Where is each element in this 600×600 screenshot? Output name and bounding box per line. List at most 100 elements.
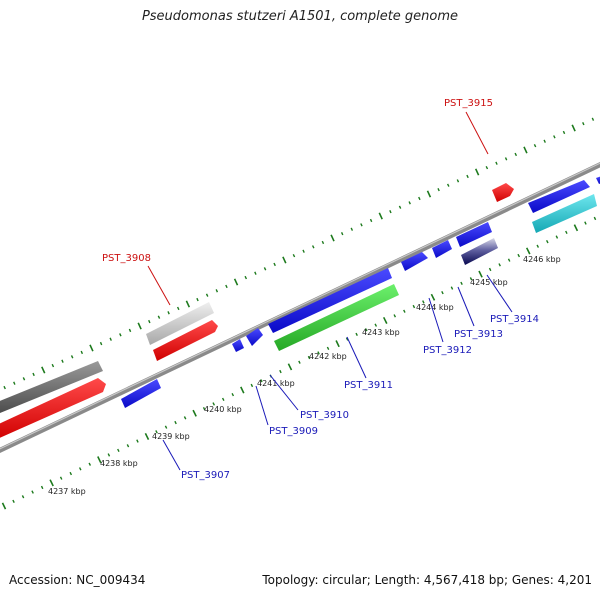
minor-tick: [117, 448, 120, 453]
minor-tick: [13, 381, 16, 385]
gene-red[interactable]: [492, 183, 514, 202]
gene-blue[interactable]: [268, 268, 392, 333]
minor-tick: [364, 328, 368, 332]
gene-cyan[interactable]: [532, 194, 597, 233]
scale-label: 4239 kbp: [152, 432, 190, 441]
genome-summary: Topology: circular; Length: 4,567,418 bp…: [262, 573, 592, 587]
minor-tick: [584, 221, 587, 225]
minor-tick: [260, 379, 263, 383]
minor-tick: [422, 300, 425, 304]
major-tick: [330, 234, 335, 242]
scale-label: 4240 kbp: [204, 405, 242, 414]
gene-blue[interactable]: [121, 379, 161, 408]
major-tick: [185, 300, 191, 308]
minor-tick: [263, 267, 267, 271]
minor-tick: [403, 309, 406, 313]
inner-tick-track: [1, 216, 597, 510]
gene-blue[interactable]: [246, 328, 263, 346]
scale-label: 4243 kbp: [362, 328, 400, 337]
minor-tick: [456, 179, 460, 183]
minor-tick: [498, 263, 501, 267]
minor-tick: [450, 286, 454, 290]
minor-tick: [119, 333, 122, 337]
gene-label-pst-3908[interactable]: PST_3908: [102, 253, 151, 264]
map-title: Pseudomonas stutzeri A1501, complete gen…: [141, 9, 459, 24]
gene-blue[interactable]: [596, 176, 600, 184]
minor-tick: [565, 230, 568, 235]
minor-tick: [31, 490, 34, 494]
gene-label-pst-3912[interactable]: PST_3912: [423, 345, 472, 356]
minor-tick: [321, 240, 325, 245]
minor-tick: [215, 289, 219, 293]
minor-tick: [517, 253, 521, 258]
minor-tick: [61, 359, 64, 363]
minor-tick: [393, 314, 397, 318]
major-tick: [287, 363, 293, 371]
minor-tick: [164, 425, 168, 429]
major-tick: [426, 190, 432, 198]
minor-tick: [202, 406, 206, 411]
genome-backbone: [0, 161, 600, 454]
leader-line: [255, 385, 269, 426]
gene-label-pst-3913[interactable]: PST_3913: [454, 329, 503, 340]
major-tick: [478, 270, 483, 278]
minor-tick: [412, 304, 416, 309]
gene-green[interactable]: [274, 284, 399, 351]
major-tick: [192, 409, 197, 417]
minor-tick: [109, 337, 112, 341]
minor-tick: [51, 363, 55, 368]
minor-tick: [22, 377, 26, 381]
minor-tick: [292, 253, 296, 258]
gene-blue[interactable]: [401, 252, 428, 271]
minor-tick: [136, 439, 139, 443]
gene-label-pst-3910[interactable]: PST_3910: [300, 410, 349, 421]
gene-red[interactable]: [153, 320, 218, 361]
minor-tick: [225, 284, 228, 289]
leader-line: [162, 439, 181, 471]
gene-blue[interactable]: [232, 339, 244, 352]
minor-tick: [311, 245, 315, 249]
major-tick: [525, 247, 531, 255]
minor-tick: [418, 196, 421, 201]
leader-line: [346, 336, 367, 379]
minor-tick: [507, 258, 511, 262]
minor-tick: [126, 444, 130, 448]
outer-tick-track: [3, 117, 595, 390]
minor-tick: [593, 216, 597, 221]
minor-tick: [107, 453, 111, 457]
minor-tick: [212, 402, 216, 406]
minor-tick: [582, 122, 585, 126]
gene-gray[interactable]: [0, 361, 103, 415]
gene-red-left[interactable]: [0, 378, 106, 440]
gene-label-pst-3914[interactable]: PST_3914: [490, 314, 539, 325]
minor-tick: [536, 244, 540, 248]
gene-navy[interactable]: [461, 238, 498, 265]
minor-tick: [148, 319, 151, 324]
gene-label-pst-3909[interactable]: PST_3909: [269, 426, 318, 437]
gene-label-pst-3911[interactable]: PST_3911: [344, 380, 393, 391]
major-tick: [378, 212, 383, 220]
scale-label: 4238 kbp: [100, 459, 138, 468]
minor-tick: [326, 346, 330, 351]
minor-tick: [12, 499, 15, 504]
gene-blue[interactable]: [432, 240, 452, 258]
minor-tick: [298, 360, 301, 364]
accession-text: Accession: NC_009434: [9, 573, 146, 587]
gene-label-pst-3915[interactable]: PST_3915: [444, 98, 493, 109]
minor-tick: [88, 462, 92, 466]
major-tick: [89, 344, 94, 352]
minor-tick: [504, 157, 508, 161]
major-tick: [571, 124, 576, 132]
major-tick: [144, 432, 150, 440]
gene-blue[interactable]: [528, 180, 590, 213]
major-tick: [137, 322, 142, 330]
gene-label-pst-3907[interactable]: PST_3907: [181, 470, 230, 481]
scale-label: 4245 kbp: [470, 278, 508, 287]
gene-blue[interactable]: [456, 222, 492, 247]
minor-tick: [495, 161, 498, 165]
gene-light[interactable]: [146, 302, 214, 345]
major-tick: [282, 256, 287, 264]
genome-backbone-highlight: [0, 162, 600, 450]
minor-tick: [446, 183, 450, 187]
